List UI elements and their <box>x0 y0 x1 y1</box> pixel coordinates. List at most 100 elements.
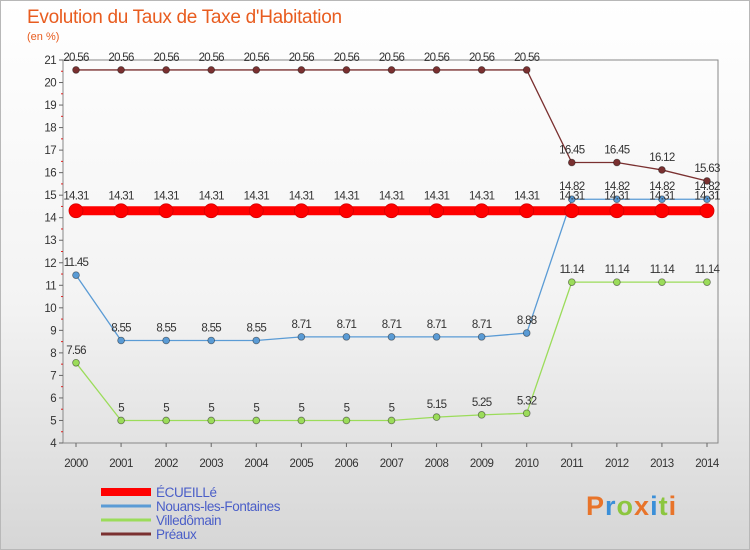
data-point <box>609 203 625 219</box>
x-tick-label: 2001 <box>109 458 133 470</box>
data-point <box>567 278 576 286</box>
data-label: 8.55 <box>156 322 176 334</box>
data-point <box>654 203 670 219</box>
data-point <box>342 66 351 74</box>
x-tick-label: 2013 <box>650 458 674 470</box>
data-label: 16.12 <box>649 152 675 164</box>
y-tick-label: 10 <box>44 303 56 315</box>
data-point <box>293 203 309 219</box>
x-tick-label: 2007 <box>380 458 404 470</box>
series-line <box>76 69 708 182</box>
data-label: 11.14 <box>560 264 586 276</box>
data-point <box>567 195 576 204</box>
data-point <box>658 278 666 286</box>
x-tick-label: 2012 <box>605 458 629 470</box>
data-point <box>613 195 621 204</box>
data-label: 14.82 <box>604 181 630 193</box>
legend: ÉCUEILLéNouans-les-FontainesVilledômainP… <box>101 485 281 542</box>
data-label: 20.56 <box>199 52 225 64</box>
data-label: 20.56 <box>514 52 540 64</box>
data-point <box>477 66 486 74</box>
axes: 4 5 6 7 8 9 10 11 12 13 14 15 16 17 18 19 20 21 2000 2001 20… <box>44 55 720 470</box>
data-point <box>339 203 354 219</box>
data-label: 14.31 <box>63 191 89 203</box>
data-point <box>522 66 531 74</box>
x-tick-label: 2009 <box>470 458 494 470</box>
data-label: 8.71 <box>382 319 402 331</box>
data-point <box>113 203 129 219</box>
data-label: 5 <box>389 402 395 414</box>
data-point <box>162 66 170 74</box>
data-point <box>477 411 486 419</box>
data-point <box>703 177 711 185</box>
data-point <box>207 416 216 425</box>
series-2 <box>72 278 711 425</box>
data-point <box>72 66 80 74</box>
data-label: 11.14 <box>650 264 676 276</box>
y-tick-label: 16 <box>44 168 56 180</box>
data-label: 15.63 <box>694 163 720 175</box>
legend-swatch <box>101 518 151 522</box>
y-tick-label: 12 <box>44 258 56 270</box>
data-point <box>432 413 441 421</box>
data-label: 11.14 <box>605 264 631 276</box>
legend-label: Préaux <box>156 527 197 542</box>
logo-letter: x <box>634 491 651 521</box>
data-label: 14.31 <box>694 191 720 203</box>
data-point <box>158 203 174 219</box>
logo-letter: r <box>605 491 617 521</box>
y-tick-label: 19 <box>44 100 56 112</box>
data-label: 14.31 <box>334 191 360 203</box>
data-point <box>117 416 125 425</box>
legend-label: ÉCUEILLé <box>156 485 217 500</box>
data-point <box>252 336 261 345</box>
data-label: 8.71 <box>337 319 357 331</box>
series-line <box>75 281 707 422</box>
x-tick-label: 2008 <box>425 458 449 470</box>
data-label: 14.31 <box>379 191 405 203</box>
series-lines <box>68 66 715 425</box>
data-point <box>387 333 396 341</box>
logo-letter: i <box>650 491 659 521</box>
data-label: 20.56 <box>63 52 89 64</box>
data-point <box>432 66 441 74</box>
legend-swatch <box>101 488 151 496</box>
data-point <box>613 158 621 167</box>
data-label: 8.55 <box>111 322 131 334</box>
data-point <box>522 409 531 418</box>
legend-swatch <box>101 532 151 536</box>
data-point <box>613 278 621 286</box>
data-point <box>207 66 216 74</box>
data-label: 11.14 <box>695 264 721 276</box>
data-label: 20.56 <box>379 52 405 64</box>
data-point <box>477 333 486 341</box>
data-labels: 14.31 14.31 14.31 14.31 14.31 14.31 14.31 14.31… <box>63 52 721 415</box>
y-tick-label: 11 <box>45 280 56 292</box>
data-label: 14.31 <box>108 191 134 203</box>
data-label: 5.15 <box>427 399 447 411</box>
data-label: 20.56 <box>424 52 450 64</box>
data-label: 5.25 <box>472 397 492 409</box>
data-label: 14.31 <box>424 191 450 203</box>
data-point <box>342 333 351 341</box>
data-point <box>252 66 261 74</box>
y-tick-label: 15 <box>44 190 56 202</box>
data-point <box>384 203 399 219</box>
plot-area <box>62 59 719 444</box>
data-label: 16.45 <box>559 145 585 157</box>
data-label: 5 <box>118 402 124 414</box>
data-point <box>387 66 396 74</box>
y-tick-label: 9 <box>50 325 56 337</box>
chart-subtitle: (en %) <box>27 31 60 43</box>
x-tick-label: 2003 <box>199 458 223 470</box>
x-tick-label: 2006 <box>335 458 359 470</box>
data-point <box>564 203 580 219</box>
series-0 <box>68 203 715 219</box>
logo-letter: i <box>668 491 678 521</box>
y-tick-label: 8 <box>50 348 56 360</box>
data-label: 5 <box>163 402 169 414</box>
x-tick-label: 2002 <box>154 458 178 470</box>
proxiti-logo: Proxiti <box>586 491 677 522</box>
